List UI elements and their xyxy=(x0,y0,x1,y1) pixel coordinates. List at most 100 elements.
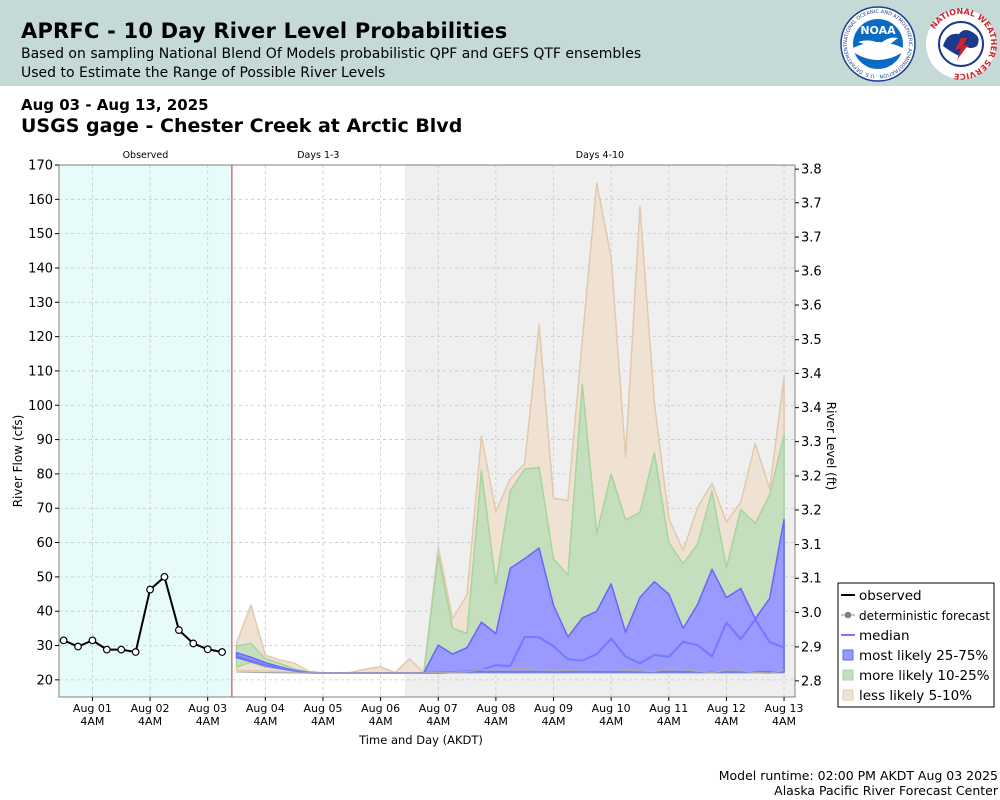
legend-label: observed xyxy=(859,588,922,604)
subtitle-line-2: Used to Estimate the Range of Possible R… xyxy=(21,65,386,81)
x-tick-date: Aug 05 xyxy=(303,702,342,715)
x-tick-date: Aug 03 xyxy=(188,702,227,715)
observed-point xyxy=(88,636,97,645)
y-tick-label: 30 xyxy=(36,639,53,654)
x-tick-time: 4AM xyxy=(196,715,220,728)
nws-logo: NATIONAL WEATHER SERVICE xyxy=(926,7,997,80)
x-tick-date: Aug 12 xyxy=(707,702,746,715)
y2-tick-label: 3.4 xyxy=(801,401,822,416)
region-label: Observed xyxy=(123,150,169,161)
legend-swatch-band xyxy=(842,649,854,661)
x-tick-time: 4AM xyxy=(426,715,450,728)
observed-point xyxy=(117,645,126,654)
y2-tick-label: 3.6 xyxy=(801,265,822,280)
legend-label: deterministic forecast xyxy=(859,609,990,623)
y-tick-label: 80 xyxy=(36,467,53,482)
date-range: Aug 03 - Aug 13, 2025 xyxy=(21,96,209,114)
x-tick-date: Aug 13 xyxy=(765,702,804,715)
y2-tick-label: 2.9 xyxy=(801,640,822,655)
x-tick-time: 4AM xyxy=(369,715,393,728)
y2-tick-label: 3.0 xyxy=(801,606,822,621)
y-tick-label: 100 xyxy=(28,399,53,414)
y2-tick-label: 3.1 xyxy=(801,572,822,587)
x-tick-time: 4AM xyxy=(772,715,796,728)
x-tick-date: Aug 10 xyxy=(592,702,631,715)
y-tick-label: 50 xyxy=(36,570,53,585)
observed-point xyxy=(218,648,227,656)
y-tick-label: 170 xyxy=(28,159,53,174)
y-tick-label: 120 xyxy=(28,330,53,345)
x-tick-date: Aug 02 xyxy=(131,702,170,715)
river-chart: Observed Days 1-3 Days 4-10 20 30 40 50 60 70 80 9… xyxy=(11,150,995,747)
y-tick-label: 130 xyxy=(28,296,53,311)
deterministic-line xyxy=(236,667,785,674)
observed-point xyxy=(146,585,154,594)
region-label: Days 1-3 xyxy=(297,150,339,161)
x-tick-time: 4AM xyxy=(138,715,162,728)
x-tick-date: Aug 08 xyxy=(476,702,515,715)
x-tick-time: 4AM xyxy=(311,715,335,728)
region-background xyxy=(59,165,232,697)
legend-label: less likely 5-10% xyxy=(859,688,972,704)
legend-swatch-deterministic xyxy=(844,611,852,619)
y-tick-label: 110 xyxy=(28,364,53,379)
x-tick-time: 4AM xyxy=(484,715,508,728)
plot-frame xyxy=(58,164,796,698)
legend-box xyxy=(837,582,995,708)
x-tick-time: 4AM xyxy=(542,715,566,728)
x-tick-date: Aug 11 xyxy=(649,702,688,715)
legend-swatch-band xyxy=(842,689,854,701)
x-tick-time: 4AM xyxy=(80,715,104,728)
y2-axis-label: River Level (ft) xyxy=(824,402,838,490)
y2-tick-label: 3.2 xyxy=(801,469,822,484)
x-tick-time: 4AM xyxy=(657,715,681,728)
y-tick-label: 20 xyxy=(36,673,53,688)
y-tick-label: 70 xyxy=(36,502,53,517)
x-tick-date: Aug 06 xyxy=(361,702,400,715)
legend: observed deterministic forecast median most… xyxy=(837,582,995,708)
y2-tick-label: 2.8 xyxy=(801,674,822,689)
y-tick-label: 90 xyxy=(36,433,53,448)
y-tick-label: 150 xyxy=(28,227,53,242)
y-axis-label: River Flow (cfs) xyxy=(11,415,25,508)
gage-name: USGS gage - Chester Creek at Arctic Blvd xyxy=(21,115,463,137)
x-tick-time: 4AM xyxy=(714,715,738,728)
legend-label: more likely 10-25% xyxy=(859,668,990,684)
y2-tick-label: 3.5 xyxy=(801,333,822,348)
y-tick-label: 140 xyxy=(28,261,53,276)
y2-tick-label: 3.7 xyxy=(801,196,822,211)
y2-tick-label: 3.6 xyxy=(801,299,822,314)
observed-point xyxy=(102,645,111,654)
y2-tick-label: 3.4 xyxy=(801,367,822,382)
y2-tick-label: 3.1 xyxy=(801,538,822,553)
axes: Observed Days 1-3 Days 4-10 20 30 40 50 60 70 80 9… xyxy=(11,150,838,747)
y2-tick-label: 3.2 xyxy=(801,503,822,518)
y2-tick-label: 3.3 xyxy=(801,435,822,450)
y-tick-label: 160 xyxy=(28,193,53,208)
legend-swatch-band xyxy=(842,669,854,681)
x-tick-date: Aug 04 xyxy=(246,702,285,715)
forecast-center: Alaska Pacific River Forecast Center xyxy=(774,783,998,798)
observed-point xyxy=(59,636,68,645)
region-background xyxy=(231,165,405,697)
observed-point xyxy=(160,572,169,581)
header-banner: APRFC - 10 Day River Level Probabilities… xyxy=(0,0,1000,86)
x-tick-date: Aug 09 xyxy=(534,702,573,715)
observed-point xyxy=(74,642,82,651)
model-runtime: Model runtime: 02:00 PM AKDT Aug 03 2025 xyxy=(718,768,998,783)
y-tick-label: 40 xyxy=(36,605,53,620)
series-lines xyxy=(59,165,785,697)
x-tick-date: Aug 07 xyxy=(419,702,458,715)
y-tick-label: 60 xyxy=(36,536,53,551)
noaa-logo-text: NOAA xyxy=(860,24,896,37)
observed-point xyxy=(131,648,140,656)
observed-point xyxy=(203,645,212,654)
x-axis-label: Time and Day (AKDT) xyxy=(358,733,483,747)
y2-tick-label: 3.8 xyxy=(801,163,822,178)
observed-point xyxy=(189,639,198,648)
y2-tick-label: 3.7 xyxy=(801,231,822,246)
legend-label: most likely 25-75% xyxy=(859,648,988,664)
legend-label: median xyxy=(859,628,910,644)
subtitle-line-1: Based on sampling National Blend Of Mode… xyxy=(21,46,642,62)
x-tick-time: 4AM xyxy=(599,715,623,728)
